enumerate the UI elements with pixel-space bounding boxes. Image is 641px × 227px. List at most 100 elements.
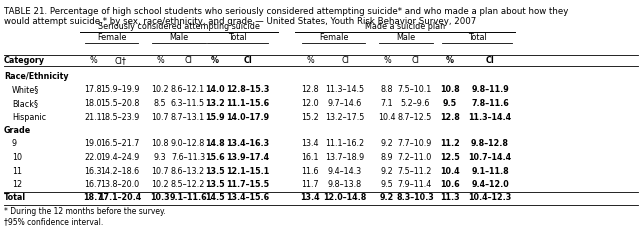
Text: 14.0: 14.0 [205,86,225,94]
Text: %: % [306,56,314,65]
Text: 9.7–14.6: 9.7–14.6 [328,99,362,108]
Text: Grade: Grade [4,126,31,135]
Text: 21.1: 21.1 [84,113,102,121]
Text: 12.8–15.3: 12.8–15.3 [226,86,270,94]
Text: 14.0–17.9: 14.0–17.9 [226,113,270,121]
Text: 12.0: 12.0 [301,99,319,108]
Text: 13.7–18.9: 13.7–18.9 [326,153,365,162]
Text: 12: 12 [12,180,22,189]
Text: 18.5–23.9: 18.5–23.9 [100,113,140,121]
Text: 13.4: 13.4 [301,140,319,148]
Text: 9.8–12.8: 9.8–12.8 [471,140,509,148]
Text: 8.6–13.2: 8.6–13.2 [171,166,205,175]
Text: 7.6–11.3: 7.6–11.3 [171,153,205,162]
Text: 7.8–11.6: 7.8–11.6 [471,99,509,108]
Text: 9.4–12.0: 9.4–12.0 [471,180,509,189]
Text: †95% confidence interval.: †95% confidence interval. [4,217,103,227]
Text: 8.7–13.1: 8.7–13.1 [171,113,205,121]
Text: 7.5–11.2: 7.5–11.2 [398,166,432,175]
Text: 16.7: 16.7 [84,180,102,189]
Text: CI: CI [184,56,192,65]
Text: 18.7: 18.7 [83,193,103,202]
Text: 18.0: 18.0 [84,99,102,108]
Text: %: % [383,56,391,65]
Text: 10.4: 10.4 [378,113,395,121]
Text: %: % [156,56,164,65]
Text: 16.5–21.7: 16.5–21.7 [100,140,140,148]
Text: * During the 12 months before the survey.: * During the 12 months before the survey… [4,207,166,217]
Text: 7.7–10.9: 7.7–10.9 [398,140,432,148]
Text: 13.2: 13.2 [205,99,225,108]
Text: 11.7–15.5: 11.7–15.5 [226,180,270,189]
Text: 9.1–11.8: 9.1–11.8 [471,166,509,175]
Text: 13.5: 13.5 [205,180,225,189]
Text: 19.0: 19.0 [84,140,102,148]
Text: 8.3–10.3: 8.3–10.3 [396,193,434,202]
Text: Category: Category [4,56,45,65]
Text: White§: White§ [12,86,39,94]
Text: 7.9–11.4: 7.9–11.4 [398,180,432,189]
Text: 11.7: 11.7 [301,180,319,189]
Text: 10.2: 10.2 [151,180,169,189]
Text: 22.0: 22.0 [84,153,102,162]
Text: 10.7: 10.7 [151,113,169,121]
Text: Total: Total [228,33,247,42]
Text: 8.6–12.1: 8.6–12.1 [171,86,205,94]
Text: 10.6: 10.6 [440,180,460,189]
Text: 11.3: 11.3 [440,193,460,202]
Text: 8.9: 8.9 [381,153,394,162]
Text: Total: Total [4,193,26,202]
Text: 9.3: 9.3 [154,153,166,162]
Text: 10.3: 10.3 [150,193,170,202]
Text: 12.8: 12.8 [301,86,319,94]
Text: Black§: Black§ [12,99,38,108]
Text: 9.8–13.8: 9.8–13.8 [328,180,362,189]
Text: 13.8–20.0: 13.8–20.0 [101,180,140,189]
Text: 10.4–12.3: 10.4–12.3 [469,193,512,202]
Text: 11.2: 11.2 [440,140,460,148]
Text: 13.5: 13.5 [205,166,225,175]
Text: 8.5: 8.5 [154,99,166,108]
Text: Total: Total [468,33,487,42]
Text: 9.5: 9.5 [443,99,457,108]
Text: 12.8: 12.8 [440,113,460,121]
Text: 11.3–14.4: 11.3–14.4 [469,113,512,121]
Text: 17.1–20.4: 17.1–20.4 [98,193,142,202]
Text: 11: 11 [12,166,22,175]
Text: 9.2: 9.2 [381,166,394,175]
Text: would attempt suicide,* by sex, race/ethnicity, and grade — United States, Youth: would attempt suicide,* by sex, race/eth… [4,17,476,26]
Text: 12.0–14.8: 12.0–14.8 [323,193,367,202]
Text: %: % [89,56,97,65]
Text: 13.2–17.5: 13.2–17.5 [326,113,365,121]
Text: 15.6: 15.6 [205,153,225,162]
Text: 15.2: 15.2 [301,113,319,121]
Text: 14.5: 14.5 [205,193,225,202]
Text: 9.0–12.8: 9.0–12.8 [171,140,205,148]
Text: 19.4–24.9: 19.4–24.9 [100,153,140,162]
Text: 9.2: 9.2 [380,193,394,202]
Text: 11.6: 11.6 [301,166,319,175]
Text: 7.1: 7.1 [381,99,394,108]
Text: 10.7–14.4: 10.7–14.4 [469,153,512,162]
Text: Female: Female [319,33,348,42]
Text: 10.8: 10.8 [151,140,169,148]
Text: 10.2: 10.2 [151,86,169,94]
Text: 7.2–11.0: 7.2–11.0 [398,153,432,162]
Text: Female: Female [97,33,126,42]
Text: 10.4: 10.4 [440,166,460,175]
Text: CI: CI [244,56,253,65]
Text: Made a suicide plan: Made a suicide plan [365,22,445,31]
Text: Hispanic: Hispanic [12,113,46,121]
Text: 9.2: 9.2 [381,140,394,148]
Text: 9.1–11.6: 9.1–11.6 [169,193,207,202]
Text: 9: 9 [12,140,17,148]
Text: 13.4: 13.4 [300,193,320,202]
Text: 7.5–10.1: 7.5–10.1 [398,86,432,94]
Text: 13.4–16.3: 13.4–16.3 [226,140,270,148]
Text: 11.3–14.5: 11.3–14.5 [326,86,365,94]
Text: 16.3: 16.3 [84,166,102,175]
Text: 17.8: 17.8 [84,86,102,94]
Text: TABLE 21. Percentage of high school students who seriously considered attempting: TABLE 21. Percentage of high school stud… [4,7,569,16]
Text: %: % [211,56,219,65]
Text: CI: CI [341,56,349,65]
